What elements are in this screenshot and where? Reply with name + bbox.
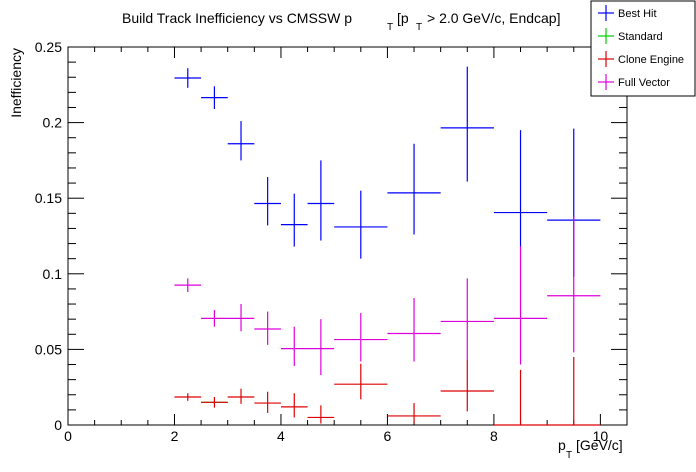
x-axis-title-main: p: [558, 437, 566, 453]
x-tick-label: 0: [64, 428, 72, 444]
data-point-best-hit: [440, 66, 494, 182]
data-point-full-vector: [254, 311, 281, 345]
data-point-clone-engine: [227, 388, 255, 404]
data-point-full-vector: [174, 278, 202, 292]
data-point-full-vector: [201, 310, 228, 327]
data-point-best-hit: [334, 190, 388, 259]
data-point-full-vector: [280, 326, 308, 367]
data-point-full-vector: [334, 313, 388, 362]
series-full-vector: [174, 216, 601, 376]
title-rest: > 2.0 GeV/c, Endcap]: [427, 10, 560, 26]
chart-title: Build Track Inefficiency vs CMSSW p T [p…: [122, 10, 560, 33]
data-point-clone-engine: [254, 391, 281, 413]
data-point-full-vector: [440, 278, 494, 360]
title-bracket: [p: [397, 10, 409, 26]
legend-entry-full-vector: Full Vector: [598, 74, 670, 90]
legend-label: Standard: [618, 31, 663, 43]
data-point-best-hit: [307, 160, 335, 241]
data-series-layer: [174, 66, 601, 426]
x-tick-label: 6: [384, 428, 392, 444]
data-point-best-hit: [254, 177, 281, 226]
data-point-best-hit: [174, 68, 202, 88]
legend-box: [590, 0, 696, 97]
data-point-clone-engine: [334, 363, 388, 400]
y-tick-label: 0.25: [35, 39, 62, 55]
x-tick-label: 10: [593, 428, 609, 444]
series-clone-engine: [174, 356, 601, 426]
legend: Best Hit Standard Clone Engine Full Vector: [590, 0, 696, 97]
data-point-clone-engine: [547, 356, 601, 426]
data-point-full-vector: [307, 319, 335, 376]
title-subscript-1: T: [387, 22, 393, 33]
y-axis: 0 0.05 0.1 0.15 0.2 0.25: [35, 39, 627, 433]
data-point-best-hit: [387, 143, 441, 235]
data-point-clone-engine: [174, 393, 202, 401]
data-point-clone-engine: [440, 359, 494, 412]
x-tick-label: 4: [277, 428, 285, 444]
title-main: Build Track Inefficiency vs CMSSW p: [122, 10, 352, 26]
data-point-full-vector: [227, 304, 255, 332]
plot-frame: [67, 46, 628, 426]
x-axis-title-subscript: T: [566, 450, 572, 461]
data-point-best-hit: [280, 193, 308, 247]
legend-label: Clone Engine: [618, 54, 684, 66]
legend-label: Best Hit: [618, 8, 657, 20]
x-axis-title-unit: [GeV/c]: [576, 437, 623, 453]
data-point-full-vector: [547, 216, 601, 353]
data-point-clone-engine: [280, 393, 308, 418]
x-axis-title: p T [GeV/c]: [558, 437, 623, 461]
data-point-best-hit: [201, 86, 228, 109]
x-axis: 0 2 4 6 8 10: [64, 47, 608, 444]
y-axis-title: Inefficiency: [8, 48, 24, 118]
y-tick-label: 0.15: [35, 190, 62, 206]
legend-entry-clone-engine: Clone Engine: [598, 51, 684, 67]
y-tick-label: 0.1: [43, 266, 63, 282]
legend-entry-best-hit: Best Hit: [598, 5, 657, 21]
data-point-clone-engine: [307, 405, 335, 424]
x-tick-label: 8: [490, 428, 498, 444]
title-subscript-2: T: [416, 22, 422, 33]
data-point-full-vector: [387, 297, 441, 362]
y-tick-label: 0: [54, 417, 62, 433]
data-point-clone-engine: [201, 397, 228, 408]
legend-entry-standard: Standard: [598, 28, 663, 44]
series-best-hit: [174, 66, 601, 277]
y-tick-label: 0.2: [43, 115, 63, 131]
data-point-clone-engine: [387, 403, 441, 424]
data-point-clone-engine: [493, 369, 548, 426]
x-tick-label: 2: [171, 428, 179, 444]
data-point-best-hit: [493, 130, 548, 247]
data-point-best-hit: [227, 121, 255, 161]
legend-label: Full Vector: [618, 77, 670, 89]
y-tick-label: 0.05: [35, 341, 62, 357]
data-point-full-vector: [493, 246, 548, 365]
